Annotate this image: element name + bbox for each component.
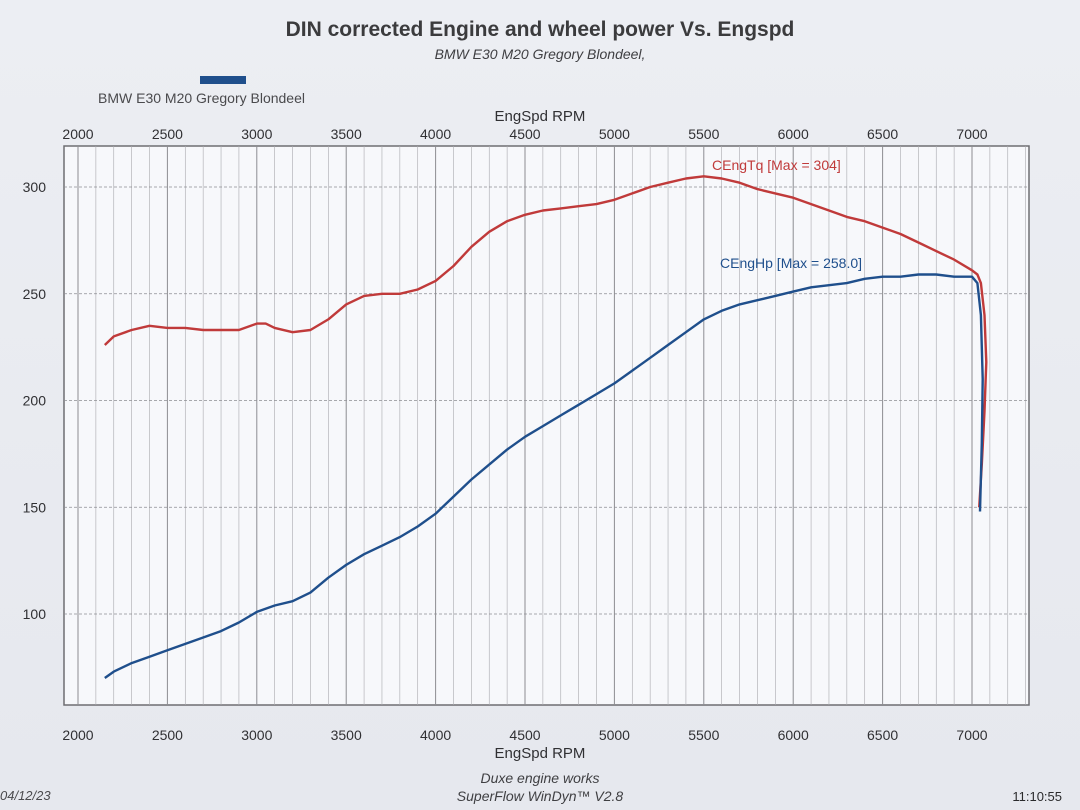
series-line-torque: [103, 175, 988, 508]
y-tick-label: 150: [23, 499, 47, 515]
x-tick-label-bottom: 2500: [152, 727, 183, 743]
x-tick-label-top: 7000: [956, 126, 987, 142]
series-label-power: CEngHp [Max = 258.0]: [720, 255, 862, 271]
x-tick-label-top: 3000: [241, 126, 272, 142]
x-tick-label-bottom: 6500: [867, 727, 898, 743]
tick-labels: 2000 2000 2500 2500 3000 3000 3500 3500 4000 4000…: [23, 126, 988, 743]
y-tick-label: 100: [23, 606, 47, 622]
x-tick-label-top: 5500: [688, 126, 719, 142]
x-tick-label-bottom: 7000: [956, 727, 987, 743]
x-axis-label-top: EngSpd RPM: [495, 108, 586, 125]
x-tick-label-bottom: 4500: [509, 727, 540, 743]
chart-subtitle: BMW E30 M20 Gregory Blondeel,: [434, 46, 646, 62]
print-date: 04/12/23: [0, 788, 51, 803]
grid: [64, 146, 1029, 705]
series-group: [103, 175, 988, 679]
x-tick-label-top: 2500: [152, 126, 183, 142]
x-tick-label-bottom: 4000: [420, 727, 451, 743]
x-tick-label-bottom: 2000: [62, 727, 93, 743]
x-tick-label-top: 4500: [509, 126, 540, 142]
x-tick-label-top: 2000: [62, 126, 93, 142]
x-tick-label-top: 4000: [420, 126, 451, 142]
x-tick-label-top: 3500: [331, 126, 362, 142]
footer-company: Duxe engine works: [480, 770, 600, 786]
y-tick-label: 250: [23, 286, 47, 302]
legend-swatch: [200, 76, 246, 84]
x-tick-label-bottom: 5000: [599, 727, 630, 743]
x-tick-label-top: 6000: [778, 126, 809, 142]
series-label-torque: CEngTq [Max = 304]: [712, 157, 841, 173]
legend-label: BMW E30 M20 Gregory Blondeel: [98, 90, 305, 106]
x-tick-label-bottom: 6000: [778, 727, 809, 743]
x-tick-label-bottom: 5500: [688, 727, 719, 743]
x-axis-label-bottom: EngSpd RPM: [495, 745, 586, 762]
x-tick-label-top: 6500: [867, 126, 898, 142]
x-tick-label-bottom: 3500: [331, 727, 362, 743]
series-line-power: [104, 273, 984, 679]
print-time: 11:10:55: [1012, 789, 1062, 804]
plot-area: [63, 145, 1030, 706]
x-tick-label-bottom: 3000: [241, 727, 272, 743]
x-tick-label-top: 5000: [599, 126, 630, 142]
y-tick-label: 300: [23, 179, 47, 195]
chart-title: DIN corrected Engine and wheel power Vs.…: [285, 18, 795, 41]
y-tick-label: 200: [23, 393, 47, 409]
footer-software: SuperFlow WinDyn™ V2.8: [456, 788, 624, 804]
